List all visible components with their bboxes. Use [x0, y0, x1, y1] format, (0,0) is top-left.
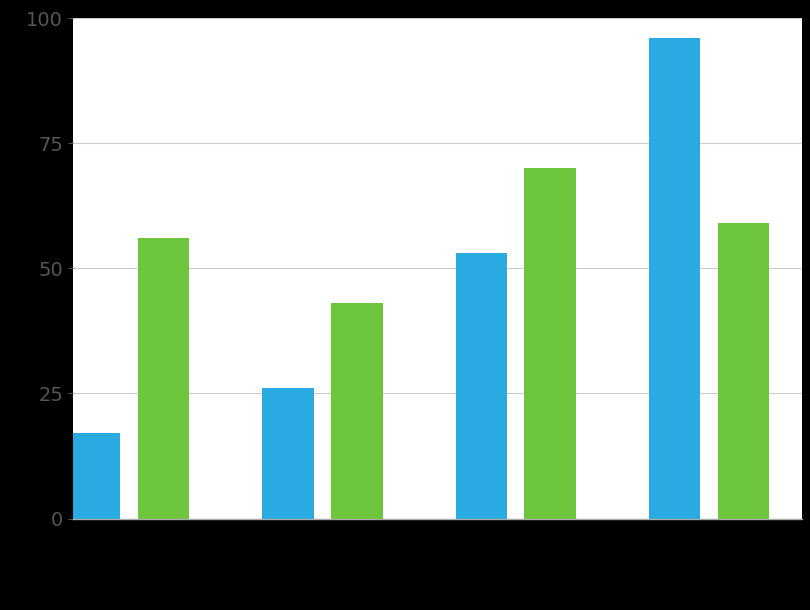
Bar [649, 38, 700, 518]
Bar [138, 239, 190, 518]
Bar [69, 434, 121, 518]
Bar [456, 253, 507, 518]
Bar [718, 223, 769, 518]
Bar [525, 168, 576, 518]
Bar [331, 303, 382, 518]
Bar [262, 389, 313, 518]
